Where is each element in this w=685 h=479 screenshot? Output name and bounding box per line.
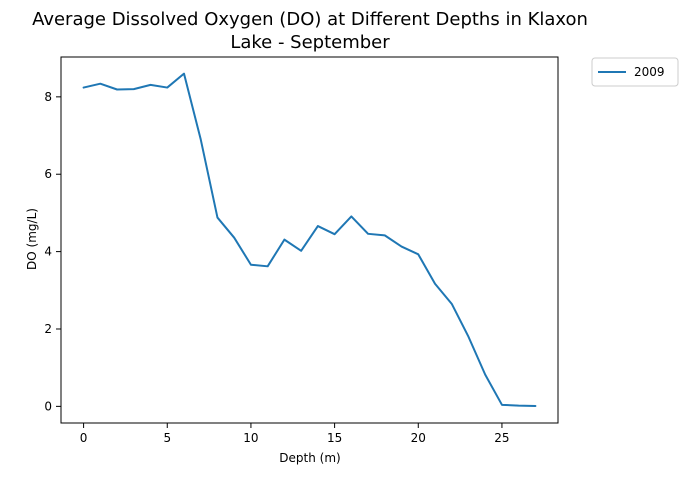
data-point (82, 86, 84, 88)
y-tick-label: 0 (44, 399, 52, 413)
data-point (350, 215, 352, 217)
plot-area: 0 5 10 15 20 25 0 2 4 6 8 (44, 56, 559, 445)
x-tick-label: 20 (411, 431, 426, 445)
data-point (501, 404, 503, 406)
data-point (166, 86, 168, 88)
x-tick-label: 5 (163, 431, 171, 445)
data-point (233, 236, 235, 238)
data-point (317, 225, 319, 227)
y-tick-label: 4 (44, 245, 52, 259)
y-tick-label: 2 (44, 322, 52, 336)
y-tick-label: 6 (44, 167, 52, 181)
data-point (300, 250, 302, 252)
data-point (149, 84, 151, 86)
data-point (333, 233, 335, 235)
data-point (384, 234, 386, 236)
data-point (484, 373, 486, 375)
data-point (116, 88, 118, 90)
y-tick-label: 8 (44, 90, 52, 104)
data-point (133, 88, 135, 90)
y-axis-label: DO (mg/L) (25, 208, 39, 270)
legend-box (591, 57, 679, 87)
x-axis-label: Depth (m) (279, 451, 340, 465)
plot-frame (60, 56, 559, 424)
data-point (200, 138, 202, 140)
data-point (216, 216, 218, 218)
data-point (400, 245, 402, 247)
data-point (434, 283, 436, 285)
data-point (283, 238, 285, 240)
data-point (367, 233, 369, 235)
data-point (99, 83, 101, 85)
data-point (266, 265, 268, 267)
data-point (467, 336, 469, 338)
data-point (534, 405, 536, 407)
chart-title-line-2: Lake - September (230, 32, 390, 53)
x-tick-label: 25 (494, 431, 509, 445)
x-tick-label: 10 (243, 431, 258, 445)
chart-title-line-1: Average Dissolved Oxygen (DO) at Differe… (32, 9, 588, 30)
data-point (451, 303, 453, 305)
data-point (517, 404, 519, 406)
legend-label-2009: 2009 (634, 65, 665, 79)
data-point (183, 72, 185, 74)
legend: 2009 (591, 57, 679, 87)
x-tick-label: 15 (327, 431, 342, 445)
data-point (417, 253, 419, 255)
series-line-2009 (82, 72, 537, 407)
x-tick-label: 0 (80, 431, 88, 445)
data-point (250, 264, 252, 266)
